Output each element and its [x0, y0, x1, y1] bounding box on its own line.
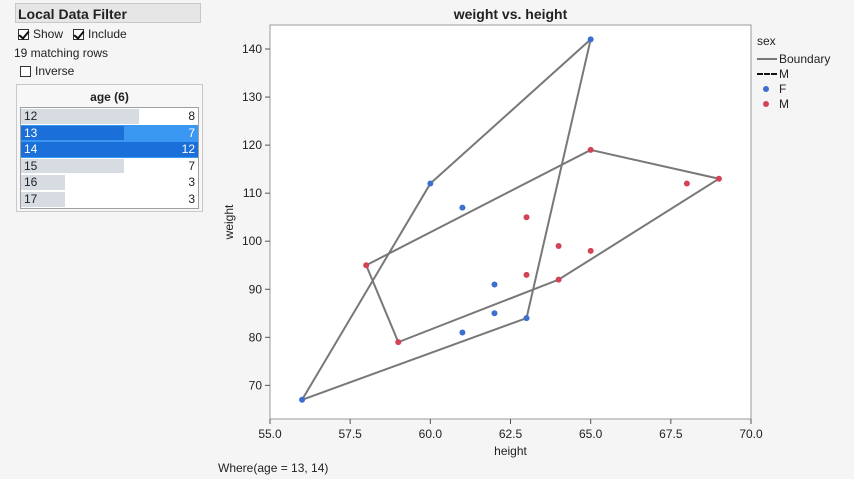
age-level-row-15[interactable]: 15 7 — [21, 158, 198, 175]
show-label: Show — [33, 27, 64, 41]
point-f — [491, 310, 498, 317]
y-tick-label: 100 — [242, 234, 262, 248]
point-f — [427, 180, 434, 187]
age-level-row-12[interactable]: 12 8 — [21, 108, 198, 125]
legend-label: M — [779, 66, 789, 81]
age-level-label: 17 — [24, 191, 38, 206]
inverse-label: Inverse — [35, 64, 75, 78]
plot-frame — [269, 24, 752, 420]
age-level-bar — [21, 191, 66, 207]
point-m — [587, 247, 594, 254]
age-level-count: 7 — [188, 158, 195, 173]
age-level-row-17[interactable]: 17 3 — [21, 191, 198, 208]
x-tick-label: 67.5 — [659, 427, 683, 441]
y-tick-label: 130 — [242, 90, 262, 104]
point-m — [715, 175, 722, 182]
age-level-bar — [21, 125, 125, 141]
age-level-bar — [21, 142, 198, 157]
legend-label: Boundary — [779, 51, 831, 66]
y-tick-label: 140 — [242, 42, 262, 56]
point-m — [523, 271, 530, 278]
show-checkbox-row[interactable]: Show Include — [18, 26, 127, 42]
point-m — [555, 276, 562, 283]
age-level-label: 13 — [24, 125, 38, 140]
age-level-list[interactable]: 12 8 13 7 14 12 15 7 16 3 17 3 — [20, 107, 199, 209]
legend-item-m-1[interactable]: M — [757, 66, 830, 81]
age-level-count: 12 — [181, 142, 195, 157]
x-tick-label: 55.0 — [258, 427, 282, 441]
local-data-filter-header[interactable]: Local Data Filter — [15, 3, 201, 23]
point-f — [459, 329, 466, 336]
show-checkbox[interactable] — [18, 28, 29, 40]
point-f — [459, 204, 466, 211]
point-m — [363, 262, 370, 269]
point-m — [395, 339, 402, 346]
x-tick-label: 60.0 — [419, 427, 443, 441]
inverse-checkbox-row[interactable]: Inverse — [20, 63, 74, 79]
age-filter-title: age (6) — [90, 90, 129, 104]
point-f — [523, 315, 530, 322]
point-m — [523, 214, 530, 221]
where-clause: Where(age = 13, 14) — [218, 461, 329, 475]
x-tick-label: 62.5 — [499, 427, 523, 441]
age-level-label: 15 — [24, 158, 38, 173]
matching-rows-text: 19 matching rows — [14, 46, 109, 60]
boundary-m — [364, 148, 722, 344]
x-tick-label: 57.5 — [338, 427, 362, 441]
y-tick-label: 70 — [249, 378, 263, 392]
age-filter-box: age (6) 12 8 13 7 14 12 15 7 16 3 17 3 — [16, 84, 203, 212]
point-m — [683, 180, 690, 187]
legend-swatch — [757, 69, 777, 79]
point-m — [555, 243, 562, 250]
age-level-bar — [21, 175, 66, 190]
legend-item-f-2[interactable]: F — [757, 81, 830, 96]
age-level-row-14[interactable]: 14 12 — [21, 141, 198, 158]
chart-title: weight vs. height — [453, 6, 568, 22]
legend-label: F — [779, 81, 787, 96]
x-tick-label: 70.0 — [739, 427, 763, 441]
age-level-bar — [21, 158, 125, 174]
y-tick-label: 80 — [249, 330, 263, 344]
x-axis-label: height — [494, 444, 527, 458]
point-f — [587, 36, 594, 43]
age-level-count: 3 — [188, 191, 195, 206]
legend-label: M — [779, 96, 789, 111]
age-level-count: 8 — [188, 109, 195, 123]
y-tick-label: 110 — [243, 186, 262, 200]
y-axis-label: weight — [222, 204, 236, 240]
y-tick-label: 120 — [242, 138, 262, 152]
legend-item-m-3[interactable]: M — [757, 96, 830, 111]
age-level-row-16[interactable]: 16 3 — [21, 174, 198, 191]
age-level-count: 7 — [188, 125, 195, 140]
legend-title: sex — [757, 34, 776, 48]
point-f — [299, 396, 306, 403]
include-checkbox[interactable] — [73, 28, 85, 40]
age-level-label: 14 — [24, 142, 38, 157]
age-level-count: 3 — [188, 175, 195, 190]
legend-swatch — [757, 84, 777, 94]
y-tick-label: 90 — [249, 282, 263, 296]
age-level-label: 16 — [24, 175, 38, 190]
point-m — [587, 146, 594, 153]
age-level-label: 12 — [24, 109, 38, 123]
inverse-checkbox[interactable] — [20, 65, 31, 77]
legend: sex Boundary M F M — [757, 34, 830, 111]
age-level-bar — [21, 109, 139, 124]
include-label: Include — [88, 27, 127, 41]
age-level-row-13[interactable]: 13 7 — [21, 124, 198, 142]
legend-item-boundary-0[interactable]: Boundary — [757, 51, 830, 66]
x-tick-label: 65.0 — [579, 427, 603, 441]
legend-swatch — [757, 99, 777, 109]
point-f — [491, 281, 498, 288]
legend-swatch — [757, 54, 777, 64]
